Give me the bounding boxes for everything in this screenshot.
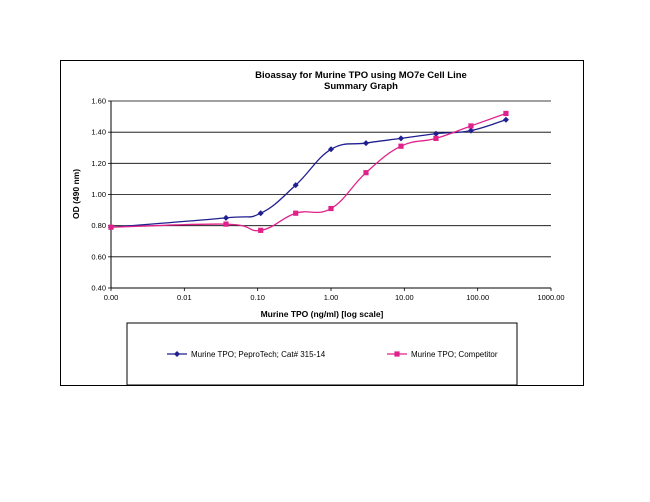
series-line <box>110 112 507 232</box>
data-point <box>293 210 299 216</box>
data-point <box>328 146 334 153</box>
legend: Murine TPO; PeproTech; Cat# 315-14 Murin… <box>126 322 518 386</box>
y-axis-label: OD (490 nm) <box>71 169 81 219</box>
y-tick-label: 1.60 <box>91 97 106 106</box>
data-point <box>433 135 439 141</box>
data-point <box>467 127 474 134</box>
line-chart: Bioassay for Murine TPO using MO7e Cell … <box>71 70 565 386</box>
legend-label-peprotech: Murine TPO; PeproTech; Cat# 315-14 <box>191 350 326 359</box>
data-point <box>223 221 229 227</box>
data-point <box>223 214 230 221</box>
x-tick-label: 0.00 <box>104 293 119 302</box>
y-tick-label: 0.80 <box>91 221 106 230</box>
x-tick-label: 1.00 <box>324 293 339 302</box>
x-tick-label: 100.00 <box>466 293 489 302</box>
data-point <box>397 135 404 142</box>
legend-label-competitor: Murine TPO; Competitor <box>411 350 498 359</box>
series-layer <box>108 110 509 233</box>
y-tick-label: 1.00 <box>91 190 106 199</box>
chart-frame: Bioassay for Murine TPO using MO7e Cell … <box>60 60 584 386</box>
legend-key-competitor <box>387 351 407 357</box>
x-tick-label: 0.10 <box>250 293 265 302</box>
x-tick-labels: 0.00 0.01 0.10 1.00 10.00 100.00 1000.00 <box>104 293 565 302</box>
data-point <box>257 210 264 217</box>
y-tick-label: 1.20 <box>91 159 106 168</box>
data-point <box>468 123 474 129</box>
legend-marker <box>394 351 400 357</box>
grid-layer <box>111 100 551 258</box>
chart-title: Bioassay for Murine TPO using MO7e Cell … <box>255 70 467 81</box>
legend-key-peprotech <box>167 351 187 357</box>
y-tick-label: 0.60 <box>91 252 106 261</box>
data-point <box>363 170 369 176</box>
y-tick-label: 1.40 <box>91 128 106 137</box>
x-tick-label: 0.01 <box>177 293 192 302</box>
x-tick-label: 1000.00 <box>537 293 564 302</box>
x-axis-label: Murine TPO (ng/ml) [log scale] <box>261 309 384 319</box>
legend-marker <box>174 351 180 357</box>
chart-subtitle: Summary Graph <box>324 81 398 92</box>
x-tick-label: 10.00 <box>395 293 414 302</box>
series-competitor <box>108 110 509 233</box>
data-point <box>108 224 114 230</box>
data-point <box>292 182 299 189</box>
axes-layer <box>108 100 552 291</box>
data-point <box>328 205 334 212</box>
data-point <box>258 227 264 233</box>
data-point <box>398 143 404 149</box>
y-tick-labels: 0.40 0.60 0.80 1.00 1.20 1.40 1.60 <box>91 97 106 293</box>
data-point <box>432 130 439 137</box>
y-tick-label: 0.40 <box>91 284 106 293</box>
series-line <box>110 119 507 228</box>
legend-entries <box>167 351 407 357</box>
legend-box <box>126 322 518 386</box>
data-point <box>503 110 509 117</box>
data-point <box>362 140 369 147</box>
data-point <box>502 116 509 123</box>
